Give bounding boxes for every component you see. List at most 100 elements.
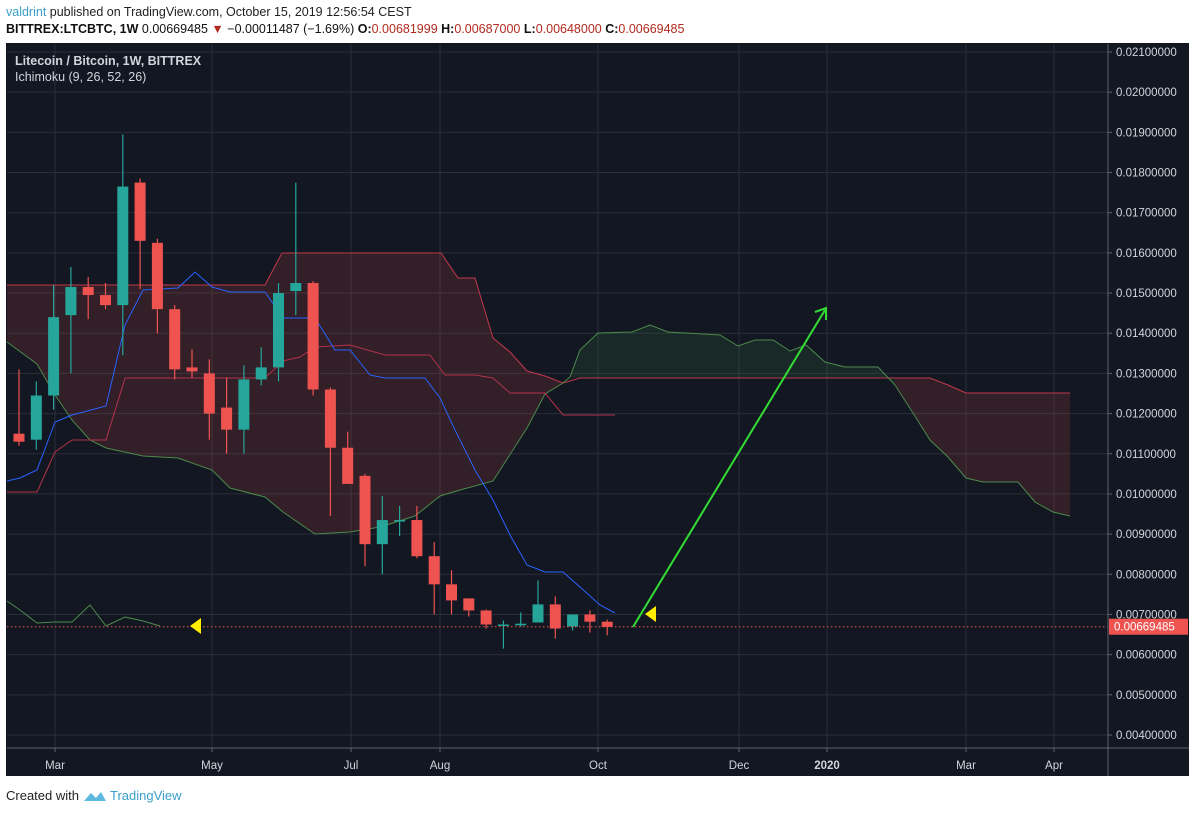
senkou-span-a-line [6,324,1071,535]
published-text: published on TradingView.com, October 15… [46,5,412,19]
marker-triangle-icon [190,618,201,634]
candle [376,495,388,575]
candle [100,283,111,310]
price-axis[interactable]: 0.02100000 0.02000000 0.01900000 0.01800000… [7,44,1189,776]
candle [567,614,579,631]
price-tick-label: 0.01700000 [1116,208,1177,220]
publish-info: valdrint published on TradingView.com, O… [6,5,412,19]
candle [203,359,215,440]
candle [134,178,146,290]
open-label: O: [357,22,372,36]
senkou-span-b-line [7,252,1070,394]
ichimoku-lines [6,252,1071,627]
author-link[interactable]: valdrint [6,5,47,19]
high-value: 0.00687000 [454,22,521,36]
created-with-text: Created with [6,788,79,803]
candle [584,610,596,633]
time-tick-label: Apr [1045,760,1063,772]
price-tick-label: 0.00800000 [1116,569,1177,581]
price-tick-label: 0.01100000 [1116,449,1176,461]
open-value: 0.00681999 [371,22,438,36]
low-label: L: [523,22,536,36]
kijun-sen-line [7,344,615,493]
close-value: 0.00669485 [618,22,685,36]
arrow-head-icon [814,306,827,320]
candle [601,619,613,636]
candle [463,598,475,617]
candle [411,505,423,559]
candle [238,365,250,454]
candle [30,381,42,450]
candle [290,182,302,316]
candle [186,349,198,378]
chart-legend: Litecoin / Bitcoin, 1W, BITTREX Ichimoku… [15,53,201,85]
price-tick-label: 0.01600000 [1116,248,1177,260]
tradingview-logo-icon [83,791,106,801]
bearish-cloud [7,253,563,534]
down-arrow-icon: ▼ [211,22,224,36]
candle [13,369,25,446]
price-tick-label: 0.00500000 [1116,690,1177,702]
chikou-span-line [6,600,161,627]
symbol-title: Litecoin / Bitcoin, 1W, BITTREX [15,54,202,68]
time-tick-label: Oct [589,760,608,772]
price-tick-label: 0.01500000 [1116,288,1177,300]
candle [117,134,129,356]
last-price: 0.00669485 [141,22,208,36]
price-tick-label: 0.00600000 [1116,650,1177,662]
price-tick-label: 0.02000000 [1116,87,1177,99]
low-value: 0.00648000 [535,22,602,36]
price-tick-label: 0.01300000 [1116,368,1177,380]
close-label: C: [605,22,619,36]
time-tick-label: May [201,760,223,772]
symbol-label: BITTREX:LTCBTC, 1W [6,22,139,36]
price-tick-label: 0.01000000 [1116,489,1177,501]
candle [169,305,181,380]
price-tick-label: 0.01200000 [1116,409,1177,421]
ichimoku-cloud [7,253,1070,534]
candle [394,505,406,537]
candle [515,612,527,627]
price-tick-label: 0.00700000 [1116,609,1177,621]
price-tick-label: 0.01800000 [1116,168,1177,180]
candle [324,387,336,517]
price-tick-label: 0.02100000 [1116,47,1177,59]
candle [497,620,509,649]
tradingview-link[interactable]: TradingView [109,788,182,803]
time-tick-label: Mar [956,760,976,772]
candle [65,266,77,374]
candle [480,609,492,629]
candle [255,347,267,386]
time-tick-label: Jul [344,760,359,772]
price-tick-label: 0.01400000 [1116,328,1177,340]
time-tick-label: Aug [430,760,450,772]
current-price-badge [1109,618,1188,635]
time-tick-label: Dec [729,760,750,772]
tenkan-sen-line [6,271,616,614]
candle [82,276,94,320]
candlesticks [13,134,613,649]
candle [342,431,354,484]
price-tick-label: 0.00400000 [1116,730,1177,742]
grid-lines [7,44,1108,748]
candle [48,285,60,410]
current-price-label: 0.00669485 [1114,622,1175,634]
time-tick-label: Mar [45,760,65,772]
candle [532,580,544,623]
bullish-cloud [570,325,895,385]
candle [307,281,319,396]
candle [428,542,440,615]
drawings [7,306,1108,634]
price-tick-label: 0.00900000 [1116,529,1177,541]
indicator-label[interactable]: Ichimoku (9, 26, 52, 26) [15,70,147,84]
footer: Created with TradingView [6,788,182,803]
time-axis[interactable]: Mar May Jul Aug Oct Dec 2020 Mar Apr [45,748,1063,772]
projection-arrow [632,309,826,628]
candle [446,570,457,615]
bearish-cloud-future [895,378,1070,516]
ohlc-bar: BITTREX:LTCBTC, 1W 0.00669485 ▼ −0.00011… [6,22,684,36]
price-change: −0.00011487 (−1.69%) [227,22,355,36]
candle [221,377,233,454]
candle [273,283,284,382]
